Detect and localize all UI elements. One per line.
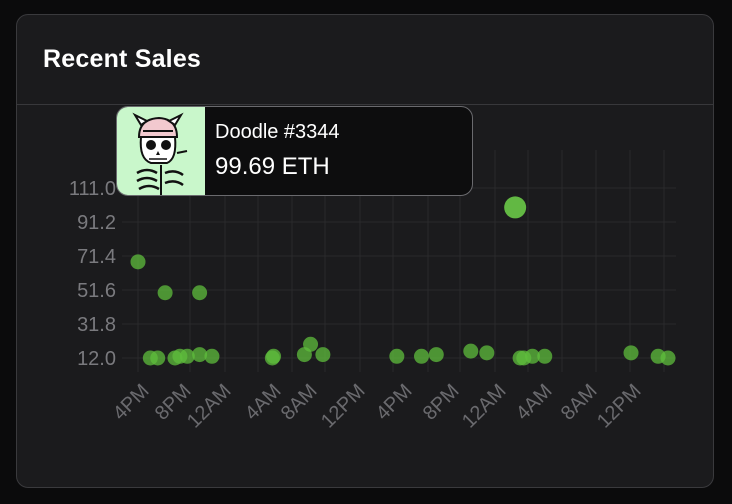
sale-point [150, 350, 166, 366]
y-tick-label: 111.0 [69, 178, 116, 200]
skeleton-doodle-icon [117, 107, 205, 195]
x-tick-label: 4AM [512, 380, 557, 425]
sale-point [463, 343, 479, 359]
x-tick-label: 8PM [419, 380, 464, 425]
x-tick-label: 12AM [183, 380, 236, 433]
x-tick-label: 12PM [593, 380, 646, 433]
sale-point [315, 347, 331, 363]
sale-point [428, 347, 444, 363]
sale-tooltip: Doodle #3344 99.69 ETH [116, 106, 473, 196]
x-tick-label: 12PM [317, 380, 370, 433]
sale-point [660, 350, 676, 366]
sale-point [130, 254, 146, 270]
sale-point [204, 348, 220, 364]
sale-point [192, 347, 208, 363]
highlighted-sale-point [504, 196, 527, 219]
sale-point [192, 285, 208, 301]
x-tick-label: 4AM [241, 380, 286, 425]
y-tick-label: 31.8 [77, 314, 116, 336]
y-tick-label: 51.6 [77, 280, 116, 302]
tooltip-item-price: 99.69 ETH [215, 153, 330, 180]
card-title: Recent Sales [43, 45, 202, 73]
x-tick-label: 4PM [372, 380, 417, 425]
x-tick-label: 8AM [277, 380, 322, 425]
tooltip-item-name: Doodle #3344 [215, 121, 340, 143]
card-header: Recent Sales [17, 15, 713, 105]
sale-point [303, 336, 319, 352]
sale-point [157, 285, 173, 301]
sale-point [413, 348, 429, 364]
y-tick-label: 12.0 [77, 348, 116, 370]
recent-sales-card: Recent Sales [16, 14, 714, 488]
sale-point [537, 348, 553, 364]
sale-point [266, 348, 282, 364]
sale-point [389, 348, 405, 364]
x-tick-label: 4PM [109, 380, 154, 425]
y-tick-label: 71.4 [77, 246, 116, 268]
sale-point [623, 345, 639, 361]
y-tick-label: 91.2 [77, 212, 116, 234]
sale-point [179, 348, 195, 364]
x-tick-label: 12AM [458, 380, 511, 433]
sale-point [524, 348, 540, 364]
sale-point [479, 345, 495, 361]
